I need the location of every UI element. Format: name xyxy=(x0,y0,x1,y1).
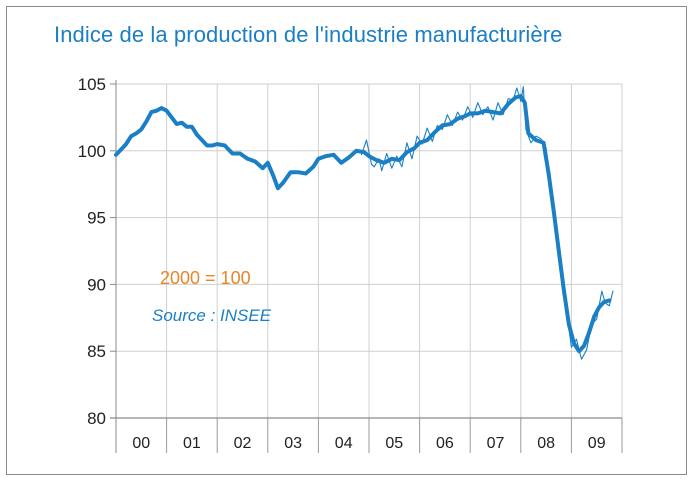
series-line-monthly xyxy=(360,86,614,360)
y-tick-label-85: 85 xyxy=(87,342,106,361)
x-tick-label-00: 00 xyxy=(132,435,150,452)
x-tick-label-09: 09 xyxy=(588,435,606,452)
x-tick-label-03: 03 xyxy=(284,435,302,452)
x-tick-label-06: 06 xyxy=(436,435,454,452)
chart-title: Indice de la production de l'industrie m… xyxy=(54,22,563,47)
x-tick-label-02: 02 xyxy=(234,435,252,452)
x-tick-label-05: 05 xyxy=(385,435,403,452)
y-tick-label-95: 95 xyxy=(87,209,106,228)
x-tick-label-01: 01 xyxy=(183,435,201,452)
y-tick-label-105: 105 xyxy=(78,75,106,94)
base-year-note: 2000 = 100 xyxy=(160,268,251,288)
x-tick-label-08: 08 xyxy=(537,435,555,452)
y-tick-label-90: 90 xyxy=(87,275,106,294)
source-note: Source : INSEE xyxy=(152,306,272,325)
x-tick-label-04: 04 xyxy=(335,435,353,452)
y-tick-label-100: 100 xyxy=(78,142,106,161)
series-line-trend xyxy=(114,94,612,354)
x-tick-label-07: 07 xyxy=(487,435,505,452)
y-tick-label-80: 80 xyxy=(87,409,106,428)
